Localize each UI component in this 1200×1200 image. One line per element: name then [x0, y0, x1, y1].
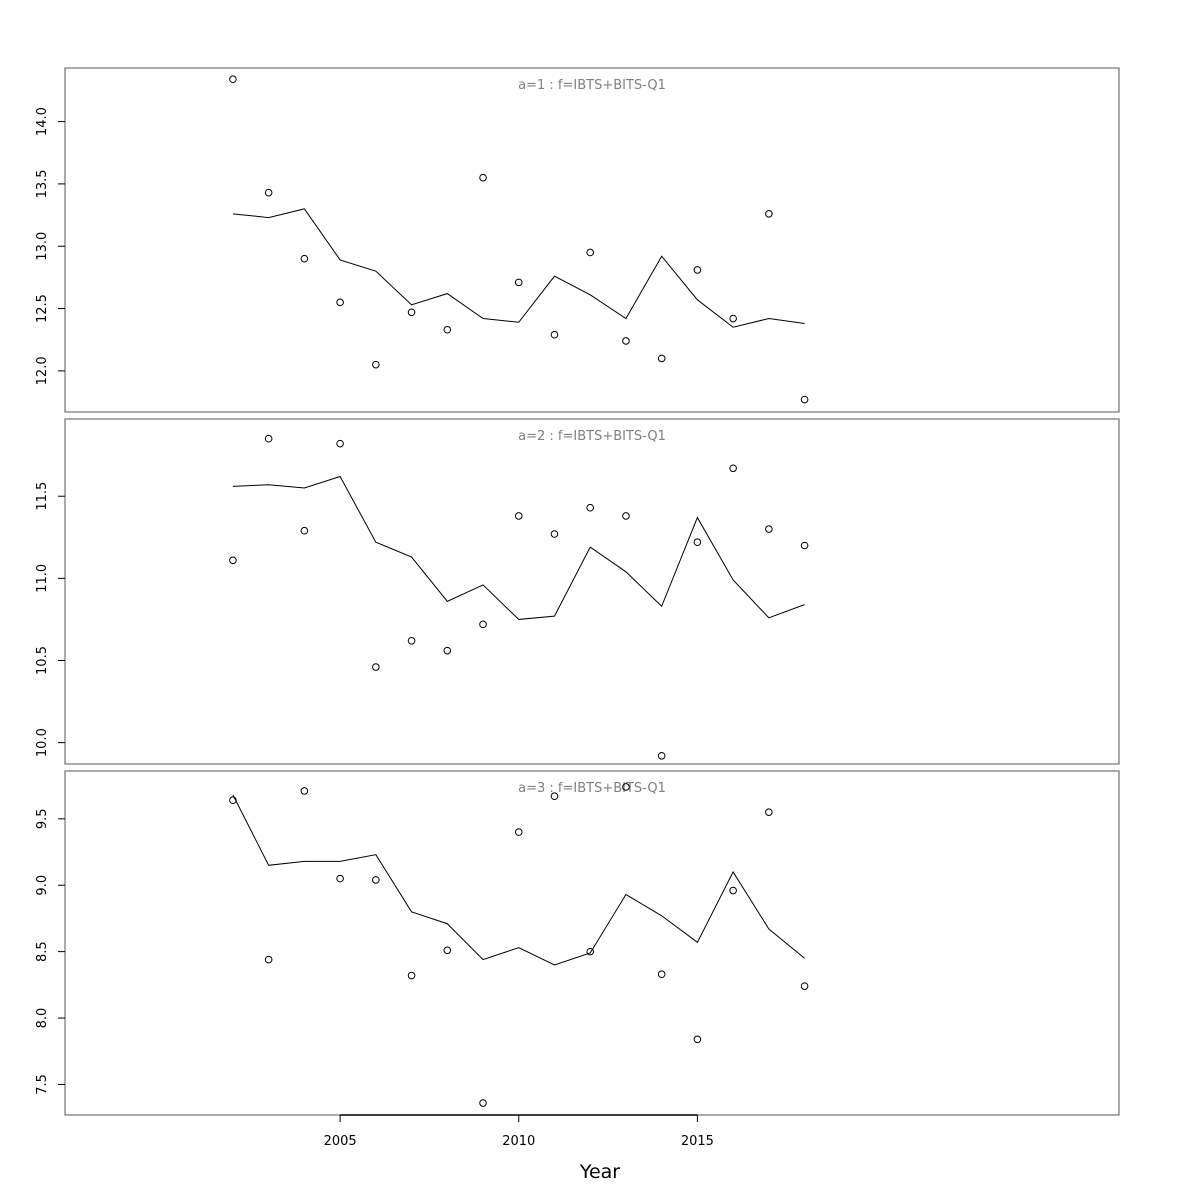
observed-point — [443, 325, 452, 334]
observed-point — [550, 330, 559, 339]
observed-point — [693, 266, 702, 274]
observed-point — [300, 526, 309, 535]
observed-point — [300, 787, 309, 795]
observed-point — [765, 525, 773, 533]
observed-points — [229, 75, 809, 404]
observed-points — [229, 783, 809, 1107]
observed-point — [336, 439, 344, 448]
observed-point — [514, 512, 523, 520]
observed-points — [229, 434, 809, 760]
y-tick-label: 8.0 — [35, 1008, 50, 1029]
y-tick-label: 13.0 — [35, 232, 50, 261]
y-tick-label: 8.5 — [35, 941, 50, 962]
x-axis-title: Year — [579, 1161, 620, 1183]
observed-point — [336, 874, 344, 883]
y-tick-label: 7.5 — [35, 1074, 50, 1095]
observed-point — [372, 876, 380, 884]
observed-point — [372, 360, 380, 369]
observed-point — [729, 314, 737, 323]
y-tick-label: 11.5 — [35, 482, 50, 511]
observed-point — [407, 636, 416, 645]
observed-point — [693, 1035, 702, 1044]
observed-point — [800, 541, 809, 550]
observed-point — [479, 1099, 487, 1107]
observed-point — [586, 248, 595, 257]
observed-point — [514, 278, 523, 287]
observed-point — [657, 970, 666, 979]
y-tick-label: 9.0 — [35, 875, 50, 896]
observed-point — [479, 173, 487, 182]
observed-point — [300, 254, 309, 263]
observed-point — [443, 646, 452, 655]
observed-point — [729, 886, 737, 895]
panel-2: a=2 : f=IBTS+BITS-Q1 10.0 10.5 11.0 11.5 — [35, 418, 1120, 765]
observed-point — [372, 663, 380, 671]
observed-point — [264, 955, 273, 964]
panel-frame — [64, 770, 1120, 1116]
observed-point — [407, 308, 416, 317]
observed-point — [264, 188, 273, 197]
observed-point — [514, 828, 523, 836]
panel-frame — [64, 67, 1120, 413]
y-tick-label: 13.5 — [35, 169, 50, 198]
observed-point — [264, 434, 273, 443]
y-tick-label: 12.5 — [35, 294, 50, 323]
observed-point — [443, 946, 452, 955]
observed-point — [693, 538, 702, 547]
y-axis: 10.0 10.5 11.0 11.5 — [35, 482, 65, 757]
x-tick-label: 2010 — [502, 1134, 535, 1149]
panel-title: a=1 : f=IBTS+BITS-Q1 — [518, 78, 666, 93]
y-tick-label: 12.0 — [35, 356, 50, 385]
observed-point — [479, 620, 487, 629]
observed-point — [229, 75, 237, 84]
observed-point — [657, 354, 666, 363]
x-tick-label: 2005 — [324, 1134, 357, 1149]
observed-point — [407, 971, 416, 980]
observed-point — [622, 783, 630, 791]
y-tick-label: 11.0 — [35, 564, 50, 593]
observed-point — [586, 947, 595, 956]
observed-point — [622, 512, 630, 520]
y-axis: 12.0 12.5 13.0 13.5 14.0 — [35, 107, 65, 385]
y-tick-label: 9.5 — [35, 808, 50, 829]
observed-point — [800, 982, 809, 990]
panel-title: a=2 : f=IBTS+BITS-Q1 — [518, 429, 666, 444]
observed-point — [765, 210, 773, 218]
panels: a=1 : f=IBTS+BITS-Q1 12.0 12.5 13.0 13.5 14.0… — [35, 67, 1120, 1116]
y-tick-label: 10.5 — [35, 646, 50, 675]
observed-point — [550, 792, 559, 801]
panel-frame — [64, 418, 1120, 765]
observed-point — [729, 464, 737, 473]
panel-3: a=3 : f=IBTS+BITS-Q1 7.5 8.0 8.5 9.0 9.5 — [35, 770, 1120, 1116]
observed-point — [586, 503, 595, 512]
fitted-line — [232, 208, 805, 328]
observed-point — [622, 337, 630, 345]
y-axis: 7.5 8.0 8.5 9.0 9.5 — [35, 808, 65, 1095]
observed-point — [550, 530, 559, 538]
observed-point — [336, 298, 344, 307]
panel-1: a=1 : f=IBTS+BITS-Q1 12.0 12.5 13.0 13.5 14.0 — [35, 67, 1120, 413]
x-axis: 2005 2010 2015 — [324, 1114, 714, 1149]
y-tick-label: 10.0 — [35, 728, 50, 757]
observed-point — [229, 796, 237, 805]
panel-title: a=3 : f=IBTS+BITS-Q1 — [518, 781, 666, 796]
observed-point — [657, 751, 666, 760]
observed-point — [229, 556, 237, 565]
y-tick-label: 14.0 — [35, 107, 50, 136]
fitted-line — [232, 475, 805, 620]
observed-point — [800, 395, 809, 404]
observed-point — [765, 808, 773, 816]
x-tick-label: 2015 — [681, 1134, 714, 1149]
fitted-line — [232, 794, 805, 966]
